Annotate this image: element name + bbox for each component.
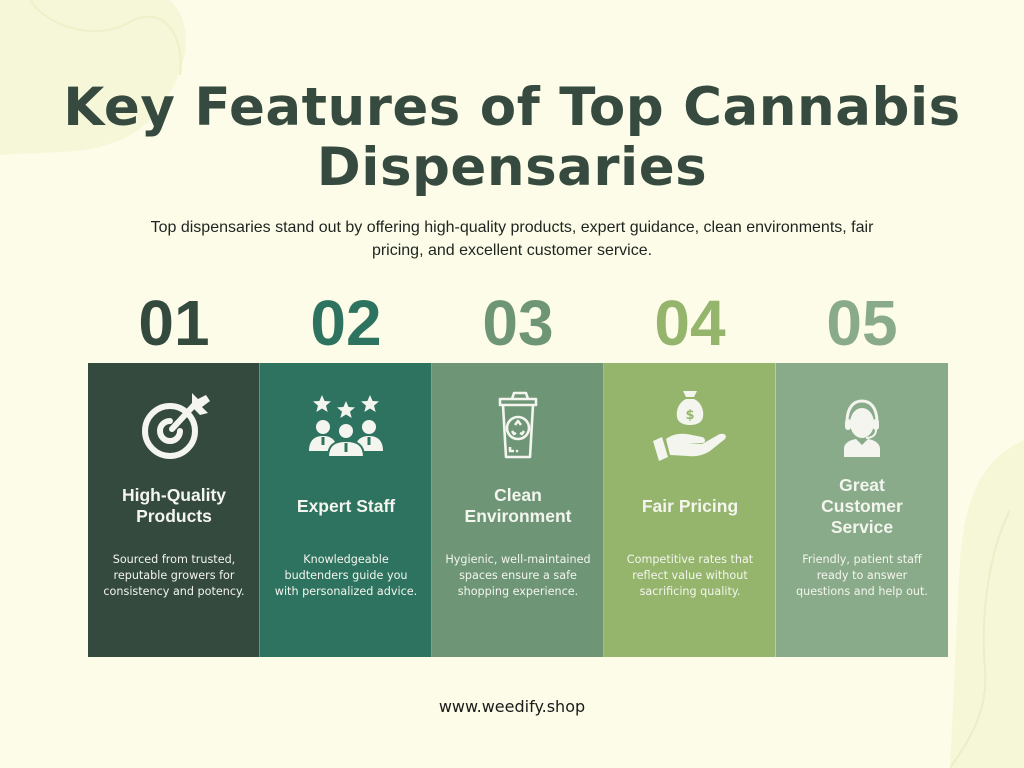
feature-description: Sourced from trusted, reputable growers … — [103, 553, 245, 598]
feature-number-1: 01 — [138, 287, 210, 359]
feature-card-clean-environment: Clean Environment Hygienic, well-maintai… — [432, 363, 604, 657]
svg-text:$: $ — [685, 408, 694, 423]
recycle-bin-icon — [498, 391, 538, 459]
feature-number-5: 05 — [826, 287, 898, 359]
feature-title: Clean Environment — [440, 485, 596, 527]
target-arrow-icon — [142, 393, 210, 459]
title-line-1: Key Features of Top Cannabis — [63, 77, 961, 138]
feature-panels: High-Quality Products Sourced from trust… — [88, 363, 948, 657]
subtitle-line-1: Top dispensaries stand out by offering h… — [150, 219, 874, 236]
feature-card-fair-pricing: $ Fair Pricing Competitive rates that re… — [604, 363, 776, 657]
feature-title-line: High-Quality — [121, 485, 227, 505]
subtitle-line-2: pricing, and excellent customer service. — [371, 242, 653, 259]
feature-title: Great Customer Service — [784, 475, 940, 538]
website-link[interactable]: www.weedify.shop — [438, 697, 586, 716]
feature-numbers: 01 02 03 04 05 — [88, 288, 948, 358]
feature-card-customer-service: Great Customer Service Friendly, patient… — [776, 363, 948, 657]
feature-number-4: 04 — [654, 287, 726, 359]
feature-title-line: Customer — [821, 496, 903, 516]
feature-title-line: Great — [839, 475, 885, 495]
feature-title: Expert Staff — [268, 496, 424, 517]
star-team-icon — [309, 395, 383, 458]
feature-title-line: Environment — [464, 506, 572, 526]
feature-number-3: 03 — [482, 287, 554, 359]
feature-description: Hygienic, well-maintained spaces ensure … — [445, 553, 591, 598]
feature-title-line: Products — [136, 506, 212, 526]
feature-description: Knowledgeable budtenders guide you with … — [274, 553, 418, 598]
feature-title-line: Service — [830, 517, 894, 537]
feature-title-line: Fair Pricing — [641, 496, 739, 516]
title-line-2: Dispensaries — [316, 137, 708, 198]
feature-title-line: Expert Staff — [296, 496, 396, 516]
page-title: Key Features of Top Cannabis Dispensarie… — [0, 78, 1024, 198]
customer-support-icon — [844, 399, 880, 457]
feature-card-high-quality-products: High-Quality Products Sourced from trust… — [88, 363, 260, 657]
feature-description: Friendly, patient staff ready to answer … — [796, 553, 928, 598]
feature-title: High-Quality Products — [96, 485, 252, 527]
feature-number-2: 02 — [310, 287, 382, 359]
page-subtitle: Top dispensaries stand out by offering h… — [110, 216, 914, 262]
feature-card-expert-staff: Expert Staff Knowledgeable budtenders gu… — [260, 363, 432, 657]
money-hand-icon: $ — [653, 391, 726, 461]
feature-title-line: Clean — [494, 485, 542, 505]
feature-title: Fair Pricing — [612, 496, 768, 517]
feature-description: Competitive rates that reflect value wit… — [626, 553, 754, 598]
background-wave-bottom-right — [950, 440, 1024, 768]
